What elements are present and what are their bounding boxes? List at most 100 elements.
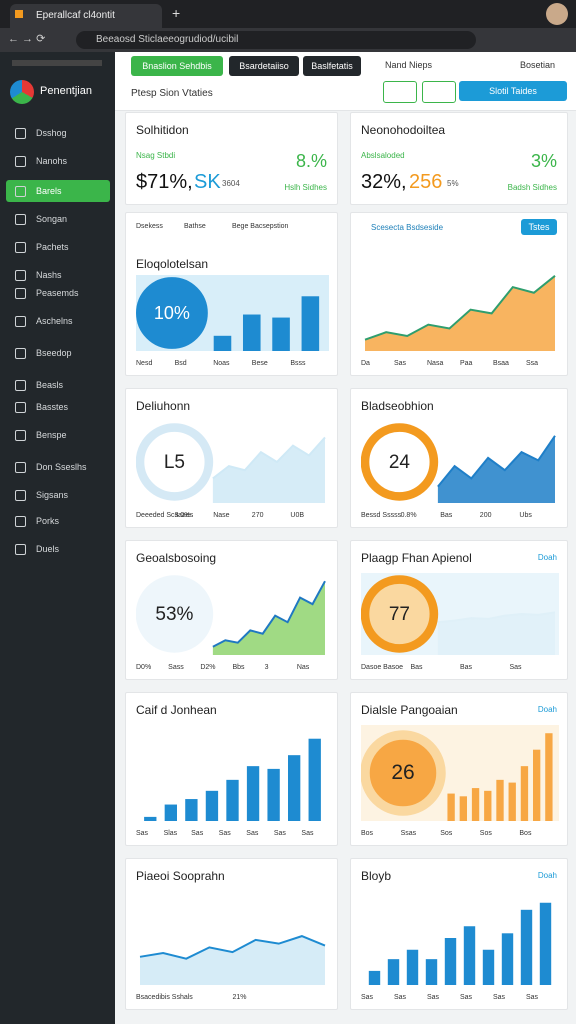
url-field[interactable]: Beeaosd Sticlaeeogrudiod/ucibil <box>76 31 476 49</box>
nav-item[interactable]: Nashs <box>36 270 62 280</box>
bar <box>425 959 438 985</box>
card: Caif d Jonhean Sas Slas Sas Sas Sas Sas Sas <box>125 692 338 846</box>
legend-label: Bbs <box>232 664 245 671</box>
card-title: Geoalsbosoing <box>136 551 217 565</box>
nav-item[interactable]: Sigsans <box>36 490 69 500</box>
legend-label: 3 <box>264 664 269 671</box>
nav-item[interactable]: Dsshog <box>36 128 67 138</box>
toolbar-button[interactable]: Baslfetatis <box>303 56 361 76</box>
nav-item[interactable]: Bseedop <box>36 348 72 358</box>
profile[interactable] <box>546 3 568 25</box>
nav-item[interactable]: Don Sseslhs <box>36 462 87 472</box>
search[interactable]: Nand Nieps <box>385 60 433 70</box>
card-link[interactable]: Doah <box>537 553 557 562</box>
card-link[interactable]: Doah <box>537 871 557 880</box>
filter[interactable]: Bege Bacsepstion <box>232 223 289 230</box>
legend-label: Sas <box>246 830 259 837</box>
kpi-title: Solhitidon <box>136 123 189 137</box>
bar <box>288 755 301 821</box>
kpi-value-accent: SK <box>194 171 221 193</box>
gauge <box>361 575 439 653</box>
nav-item[interactable]: Pachets <box>36 242 69 252</box>
line <box>437 611 556 624</box>
legend-label: Bsaa <box>493 360 509 367</box>
bar <box>205 790 219 821</box>
card-title: Caif d Jonhean <box>136 703 217 717</box>
nav-icon <box>15 462 26 473</box>
nav-item[interactable]: Peasemds <box>36 288 79 298</box>
legend-label: Sas <box>526 994 539 1001</box>
legend-label: Sas <box>273 830 286 837</box>
nav-item[interactable]: Benspe <box>36 430 67 440</box>
nav-item[interactable]: Basstes <box>36 402 69 412</box>
line <box>364 275 556 341</box>
browser-tab[interactable]: Eperallcaf cl4ontit <box>10 4 162 28</box>
filter[interactable]: Bathse <box>184 223 206 230</box>
nav-item[interactable]: Beasls <box>36 380 64 390</box>
nav-item[interactable]: Duels <box>36 544 60 554</box>
chart: 26 <box>361 725 559 821</box>
tab-bar: Eperallcaf cl4ontit + <box>0 0 576 28</box>
legend-label: Ubs <box>519 512 532 519</box>
bar <box>520 909 533 985</box>
legend-label: 270 <box>251 512 264 519</box>
legend-label: Sas <box>460 994 473 1001</box>
line <box>212 580 326 648</box>
main: Bnaslion Sehdbis Bsardetaiiso Baslfetatis N… <box>115 52 576 1024</box>
account[interactable]: Bosetian <box>520 60 556 70</box>
kpi-card: Neonohodoiltea Abslsaloded 32%, 256 5% 3% Bads… <box>350 112 568 205</box>
bar <box>520 766 529 821</box>
legend-label: Sas <box>394 994 407 1001</box>
toolbar-button[interactable]: Bnaslion Sehdbis <box>131 56 223 76</box>
nav-item[interactable]: Porks <box>36 516 60 526</box>
card: Deliuhonn L5 Deeeded Scsaaes 3.0% Nase 270 U0B <box>125 388 338 528</box>
gauge-label: 53% <box>155 604 193 625</box>
legend-label: Bsss <box>290 360 306 367</box>
bar <box>267 768 280 821</box>
legend-label: Sas <box>191 830 204 837</box>
bar <box>539 902 552 985</box>
icon-button[interactable] <box>383 81 417 103</box>
area <box>437 435 555 503</box>
card-title: Plaagp Fhan Apienol <box>361 551 472 565</box>
legend-label: Bas <box>440 512 453 519</box>
chart <box>136 725 329 821</box>
legend-label: Ssas <box>400 830 417 837</box>
chart <box>136 891 329 985</box>
bar <box>301 296 320 351</box>
nav-buttons[interactable]: ← → ⟳ <box>8 33 46 45</box>
filter[interactable]: Dsekess <box>136 223 163 230</box>
toolbar-button[interactable]: Bsardetaiiso <box>229 56 299 76</box>
legend-label: Sas <box>493 994 506 1001</box>
nav-icon <box>15 186 26 197</box>
legend-label: 200 <box>479 512 492 519</box>
card-title: Piaeoi Sooprahn <box>136 869 225 883</box>
gauge-label: 24 <box>389 452 411 473</box>
kpi-sub: 3604 <box>222 179 240 188</box>
nav-item[interactable]: Songan <box>36 214 68 224</box>
card-button[interactable]: Tstes <box>521 219 557 235</box>
legend-label: Nas <box>296 664 310 671</box>
legend-label: Da <box>361 360 370 367</box>
kpi-delta: 3% <box>530 151 557 171</box>
legend-label: Bos <box>361 830 374 837</box>
legend-label: Bas <box>410 664 423 671</box>
nav-item[interactable]: Aschelns <box>36 316 73 326</box>
nav-icon <box>15 288 26 299</box>
bar <box>406 949 419 985</box>
brand: Penentjian <box>40 85 92 97</box>
nav-item[interactable]: Nanohs <box>36 156 68 166</box>
new-tab[interactable]: + <box>172 5 181 21</box>
bar <box>459 796 467 821</box>
card-link[interactable]: Doah <box>537 705 557 714</box>
action-button[interactable]: Slotil Taides <box>459 81 567 101</box>
bar <box>508 782 516 821</box>
chart: 77 <box>361 573 559 655</box>
bar <box>387 959 400 985</box>
legend-label: Nase <box>213 512 230 519</box>
nav-item[interactable]: Barels <box>6 180 110 202</box>
legend-label: Slas <box>163 830 178 837</box>
bar <box>226 779 239 821</box>
line <box>139 935 326 960</box>
icon-button[interactable] <box>422 81 456 103</box>
